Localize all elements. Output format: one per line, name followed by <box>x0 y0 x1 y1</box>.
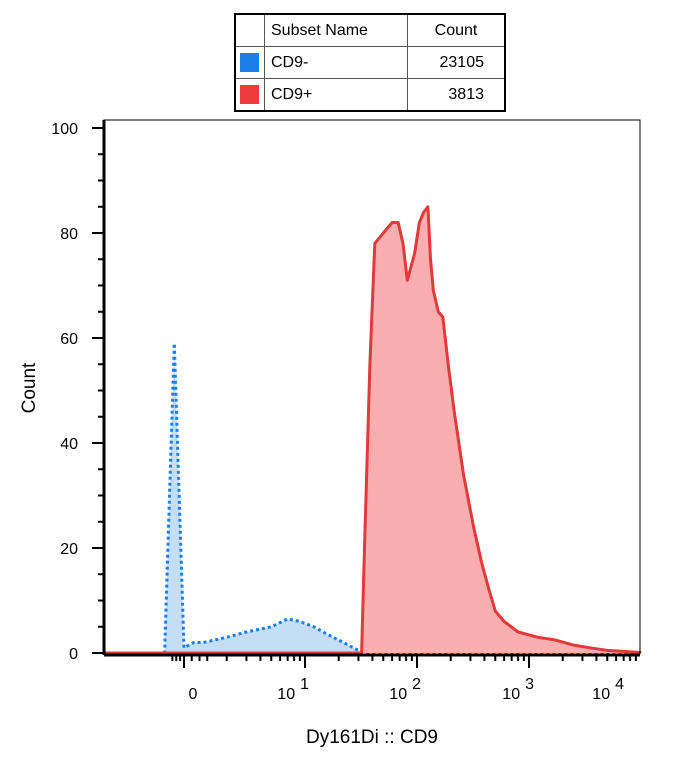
y-tick-label: 100 <box>51 121 78 138</box>
series-area-cd9 <box>104 206 640 654</box>
legend-name: CD9+ <box>264 78 408 112</box>
y-tick-label: 20 <box>60 541 78 558</box>
plot-area <box>104 205 642 655</box>
y-axis-title: Count <box>19 362 40 413</box>
y-axis-ticks: 0 20 40 60 80 100 <box>51 121 104 663</box>
y-tick-label: 40 <box>60 436 78 453</box>
legend-swatch-cd9-neg <box>240 53 259 72</box>
legend-count: 23105 <box>407 46 506 79</box>
x-tick-label: 102 <box>389 676 421 703</box>
y-tick-label: 0 <box>69 646 78 663</box>
legend-row: CD9- 23105 <box>234 46 506 79</box>
series-line-cd9 <box>104 205 642 655</box>
series-line-cd9 <box>104 341 640 655</box>
x-tick-label: 103 <box>502 676 534 703</box>
legend-table: Subset Name Count CD9- 23105 CD9+ 3813 <box>234 13 506 112</box>
y-tick-label: 60 <box>60 331 78 348</box>
x-axis-title: Dy161Di :: CD9 <box>306 727 438 748</box>
x-tick-label: 0 <box>189 686 198 703</box>
legend-header-name: Subset Name <box>264 13 408 47</box>
y-tick-label: 80 <box>60 226 78 243</box>
x-tick-label: 104 <box>592 676 624 703</box>
legend-count: 3813 <box>407 78 506 112</box>
legend-swatch-cd9-pos <box>240 85 259 104</box>
x-tick-label: 101 <box>277 676 309 703</box>
legend-name: CD9- <box>264 46 408 79</box>
x-axis-ticks: 0 101 102 103 104 <box>171 655 637 703</box>
legend-row: CD9+ 3813 <box>234 78 506 112</box>
